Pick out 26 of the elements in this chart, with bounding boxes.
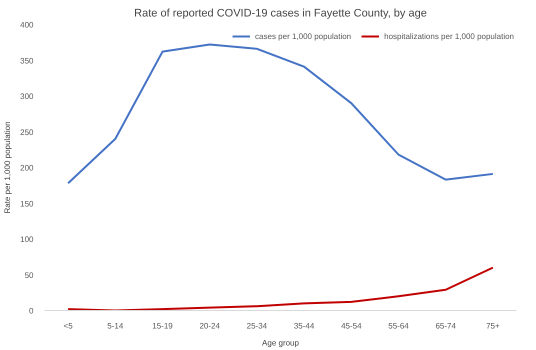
legend-label: cases per 1,000 population	[255, 32, 352, 40]
x-tick-label: 65-74	[435, 322, 456, 330]
line-series	[67, 266, 494, 310]
y-tick-label: 200	[20, 164, 34, 172]
y-tick-label: 100	[20, 235, 34, 244]
x-tick-label: 75+	[486, 322, 500, 330]
y-tick-label: 50	[24, 270, 34, 280]
x-tick-label: 5-14	[107, 322, 124, 330]
x-tick-label: 35-44	[294, 322, 315, 330]
x-tick-label: <5	[64, 322, 74, 330]
y-tick-label: 400	[20, 20, 34, 30]
y-tick-label: 0	[29, 306, 34, 316]
y-tick-label: 150	[20, 199, 34, 208]
y-tick-label: 300	[20, 92, 34, 101]
y-tick-label: 350	[20, 56, 34, 66]
x-tick-label: 55-64	[388, 322, 410, 330]
x-tick-label: 25-34	[246, 322, 268, 330]
x-axis-title: Age group	[262, 338, 300, 348]
x-tick-label: 15-19	[152, 322, 174, 330]
chart-title: Rate of reported COVID-19 cases in Fayette County, by age	[134, 8, 427, 20]
y-axis-title: Rate per 1,000 population	[3, 121, 12, 214]
line-series	[67, 44, 494, 184]
x-tick-label: 20-24	[199, 322, 220, 330]
legend-label: hospitalizations per 1,000 population	[384, 32, 514, 40]
x-tick-label: 45-54	[341, 322, 362, 330]
y-tick-label: 250	[20, 128, 34, 137]
